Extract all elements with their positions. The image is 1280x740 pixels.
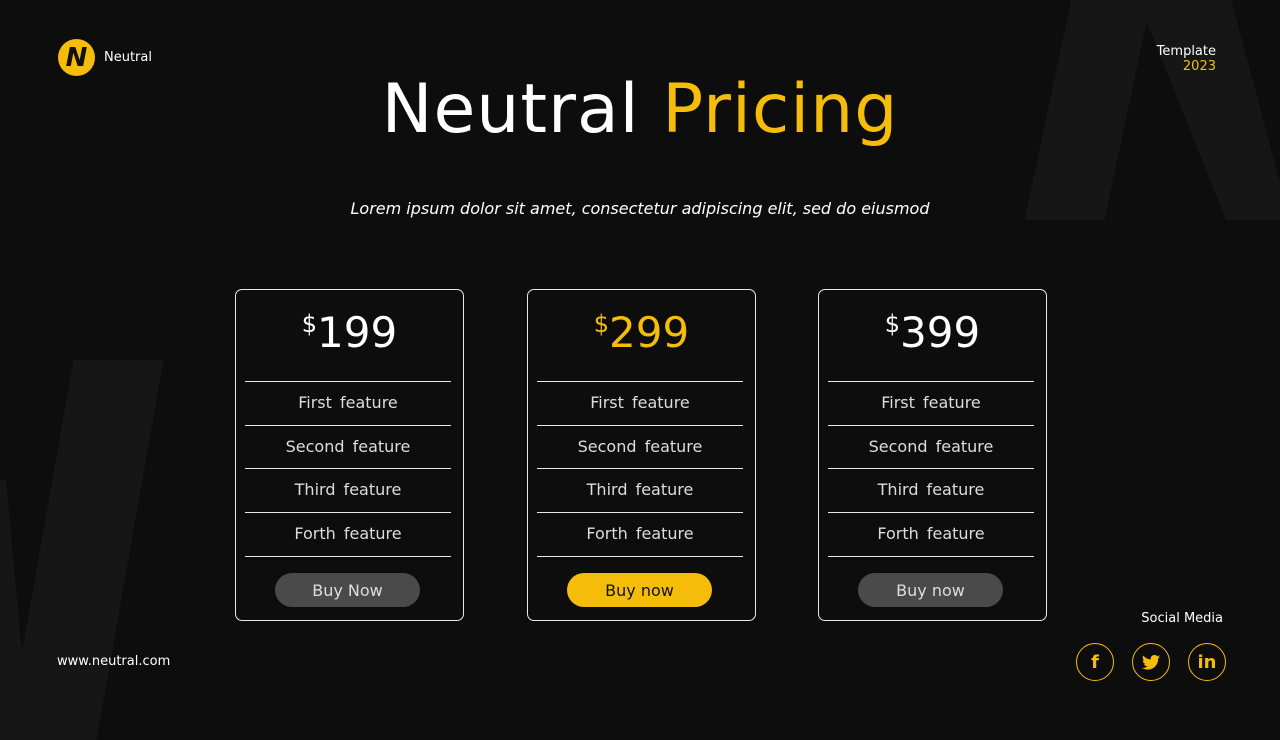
feature-item: Second feature [537, 424, 743, 469]
currency-symbol: $ [593, 310, 610, 338]
price-value: 199 [317, 308, 398, 357]
divider [537, 556, 743, 557]
buy-now-button[interactable]: Buy now [858, 573, 1003, 607]
subtitle: Lorem ipsum dolor sit amet, consectetur … [350, 199, 930, 218]
template-year: 2023 [1182, 59, 1216, 74]
linkedin-glyph: in [1197, 651, 1217, 673]
page-title: Neutral Pricing [0, 70, 1280, 149]
social-media-label: Social Media [1141, 611, 1223, 626]
title-part2: Pricing [662, 70, 899, 149]
feature-item: Third feature [537, 468, 743, 512]
price: $299 [528, 308, 755, 357]
facebook-glyph: f [1091, 651, 1099, 673]
feature-item: Second feature [828, 424, 1034, 469]
brand-logo: N [58, 39, 95, 76]
buy-now-button[interactable]: Buy now [567, 573, 712, 607]
currency-symbol: $ [301, 310, 318, 338]
template-label: Template 2023 [1157, 44, 1216, 74]
feature-item: First feature [828, 381, 1034, 425]
twitter-bird [1142, 654, 1160, 670]
feature-item: Second feature [245, 424, 451, 469]
template-text: Template [1156, 44, 1216, 59]
price: $399 [819, 308, 1046, 357]
pricing-card: $399 First feature Second feature Third fea… [818, 289, 1047, 621]
pricing-card: $199 First feature Second feature Third fea… [235, 289, 464, 621]
feature-item: First feature [537, 381, 743, 425]
facebook-icon[interactable]: f [1076, 643, 1114, 681]
brand-name: Neutral [104, 50, 152, 65]
feature-item: First feature [245, 381, 451, 425]
feature-item: Forth feature [828, 512, 1034, 556]
feature-item: Forth feature [537, 512, 743, 556]
feature-item: Forth feature [245, 512, 451, 556]
price-value: 299 [609, 308, 690, 357]
currency-symbol: $ [884, 310, 901, 338]
title-part1: Neutral [381, 70, 640, 149]
linkedin-icon[interactable]: in [1188, 643, 1226, 681]
website-link[interactable]: www.neutral.com [57, 654, 171, 669]
divider [245, 556, 451, 557]
logo-letter: N [65, 42, 88, 73]
decorative-shape [6, 360, 164, 740]
decorative-shape [0, 480, 30, 740]
pricing-card: $299 First feature Second feature Third fea… [527, 289, 756, 621]
feature-item: Third feature [828, 468, 1034, 512]
twitter-icon[interactable] [1132, 643, 1170, 681]
feature-item: Third feature [245, 468, 451, 512]
buy-now-button[interactable]: Buy Now [275, 573, 420, 607]
divider [828, 556, 1034, 557]
price-value: 399 [900, 308, 981, 357]
price: $199 [236, 308, 463, 357]
